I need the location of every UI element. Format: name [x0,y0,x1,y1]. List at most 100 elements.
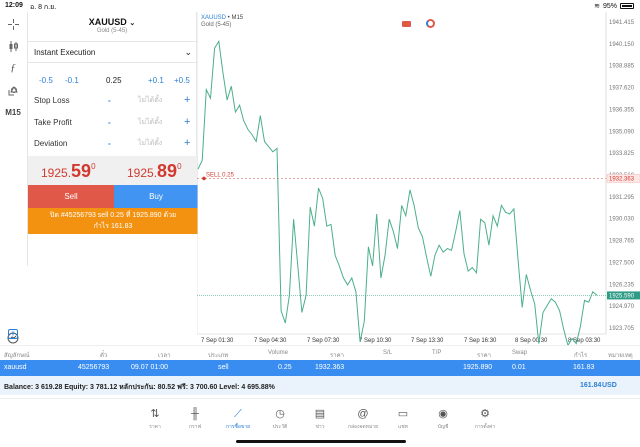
chart-tool-rail: ƒ M15 [0,12,26,352]
total-profit: 161.84 [580,382,602,389]
tab-chart[interactable]: ╫ กราฟ [175,407,215,431]
svg-text:1936.355: 1936.355 [609,107,635,113]
objects-icon[interactable] [0,80,26,100]
col-profit[interactable]: กำไร [574,353,588,359]
execution-type-select[interactable]: Instant Execution ⌄ [28,41,198,63]
volume-minus-0.5[interactable]: -0.5 [39,76,53,85]
quote-prices: 1925.590 1925.890 [28,156,198,185]
news-icon: ▤ [314,408,326,420]
table-header: สัญลักษณ์ ตั๋ว เวลา ประเภท Volume ราคา S… [0,345,640,360]
panel-footer [28,234,198,266]
stop-loss-input[interactable]: ไม่ได้ตั้ง [138,96,163,104]
tab-chat[interactable]: ▭ แชท [383,407,423,431]
tab-news[interactable]: ▤ ข่าว [300,407,340,431]
status-right: ≋ 95% [594,2,634,10]
trade-buttons: Sell Buy [28,185,198,208]
bottom-tab-bar: ⇅ ราคา ╫ กราฟ ⟋ การซื้อขาย ◷ ประวัติ ▤ ข่าว @… [0,398,640,447]
col-tp[interactable]: T/P [432,350,442,356]
deviation-row: Deviation - ไม่ได้ตั้ง + [28,132,198,154]
gear-icon: ⚙ [480,408,490,420]
wifi-icon: ≋ [594,3,600,10]
svg-text:8 Sep 00:30: 8 Sep 00:30 [515,338,548,344]
table-row[interactable]: xauusd 45256793 09.07 01:00 sell 0.25 19… [0,360,640,376]
timeframe-button[interactable]: M15 [5,107,21,117]
home-indicator [236,440,406,443]
clock: 12:09 [5,2,23,9]
tab-trade[interactable]: ⟋ การซื้อขาย [218,407,258,431]
mailbox-icon: @ [357,408,369,420]
svg-text:7 Sep 10:30: 7 Sep 10:30 [359,338,392,344]
account-balance-text: Balance: 3 619.28 Equity: 3 781.12 หลักป… [4,384,275,391]
order-line-label: SELL 0.25 [206,172,234,178]
chart-description: Gold (5-45) [201,22,232,28]
svg-text:7 Sep 04:30: 7 Sep 04:30 [254,338,287,344]
svg-text:1937.620: 1937.620 [609,86,635,92]
status-bar: 12:09 อ. 8 ก.ย. ≋ 95% [0,0,640,12]
col-ticket[interactable]: ตั๋ว [100,353,108,359]
indicators-icon[interactable]: ƒ [10,62,16,74]
buy-button[interactable]: Buy [114,185,198,208]
volume-plus-0.5[interactable]: +0.5 [174,76,190,85]
bid-price-fraction: 0 [91,162,96,171]
close-position-button[interactable]: ปิด #45256793 sell 0.25 ที่ 1925.890 ด้ว… [28,208,198,234]
take-profit-input[interactable]: ไม่ได้ตั้ง [138,118,163,126]
col-swap[interactable]: Swap [512,350,528,356]
tab-label: การตั้งค่า [474,424,496,430]
col-comment[interactable]: หมายเหตุ [608,353,633,359]
col-open-price[interactable]: ราคา [330,353,344,359]
tab-settings[interactable]: ⚙ การตั้งค่า [465,407,505,431]
tab-account[interactable]: ◉ บัญชี [423,407,463,431]
trade-icon: ⟋ [234,408,242,420]
ask-price-fraction: 0 [177,162,182,171]
chat-icon: ▭ [397,408,409,420]
stop-loss-decrease[interactable]: - [108,95,111,105]
volume-minus-0.1[interactable]: -0.1 [65,76,79,85]
crosshair-icon[interactable] [0,14,26,34]
stop-loss-increase[interactable]: + [184,94,191,106]
chart-header: XAUUSD • M15 Gold (5-45) [201,15,243,28]
tab-history[interactable]: ◷ ประวัติ [260,407,300,431]
col-volume[interactable]: Volume [268,350,289,356]
stop-loss-label: Stop Loss [34,95,70,105]
quotes-icon: ⇅ [150,408,160,420]
take-profit-increase[interactable]: + [184,116,191,128]
chart-canvas[interactable]: 1941.415 1940.150 1938.885 1937.620 1936.355… [197,12,640,345]
battery-icon [620,3,634,9]
col-sl[interactable]: S/L [383,350,393,356]
take-profit-decrease[interactable]: - [108,117,111,127]
chart-symbol: XAUUSD [201,15,227,21]
stop-loss-row: Stop Loss - ไม่ได้ตั้ง + [28,89,198,111]
one-click-trading-icon[interactable] [402,21,411,27]
col-time[interactable]: เวลา [158,353,171,359]
col-symbol[interactable]: สัญลักษณ์ [4,353,30,359]
ask-price-main: 1925. [127,166,158,180]
svg-text:7 Sep 07:30: 7 Sep 07:30 [307,338,340,344]
bid-price-pips: 59 [71,161,92,181]
svg-text:1931.295: 1931.295 [609,195,635,201]
sell-button[interactable]: Sell [28,185,114,208]
chart-icon: ╫ [191,408,199,420]
chevron-down-icon: ⌄ [129,20,136,27]
candlestick-icon[interactable] [0,36,26,56]
price-chart[interactable]: XAUUSD • M15 Gold (5-45) 1941.415 1940.15… [197,12,640,345]
volume-plus-0.1[interactable]: +0.1 [148,76,164,85]
signal-indicator-icon[interactable] [426,19,435,28]
cell-type: sell [218,364,229,371]
col-price[interactable]: ราคา [477,353,491,359]
tab-quotes[interactable]: ⇅ ราคา [135,407,175,431]
tab-label: กล่องจดหมาย [347,424,379,430]
cell-volume: 0.25 [278,364,292,371]
svg-text:7 Sep 13:30: 7 Sep 13:30 [411,338,444,344]
chart-separator: • [226,15,232,21]
volume-input[interactable]: 0.25 [106,76,122,85]
svg-text:1933.825: 1933.825 [609,151,635,157]
deviation-increase[interactable]: + [184,137,191,149]
tab-mailbox[interactable]: @ กล่องจดหมาย [343,407,383,431]
cell-swap: 0.01 [512,364,526,371]
svg-text:1935.090: 1935.090 [609,129,635,135]
deviation-decrease[interactable]: - [108,138,111,148]
symbol-selector[interactable]: XAUUSD ⌄ [28,12,196,27]
col-type[interactable]: ประเภท [208,353,229,359]
add-order-icon[interactable]: + [8,329,18,339]
deviation-input[interactable]: ไม่ได้ตั้ง [138,139,163,147]
